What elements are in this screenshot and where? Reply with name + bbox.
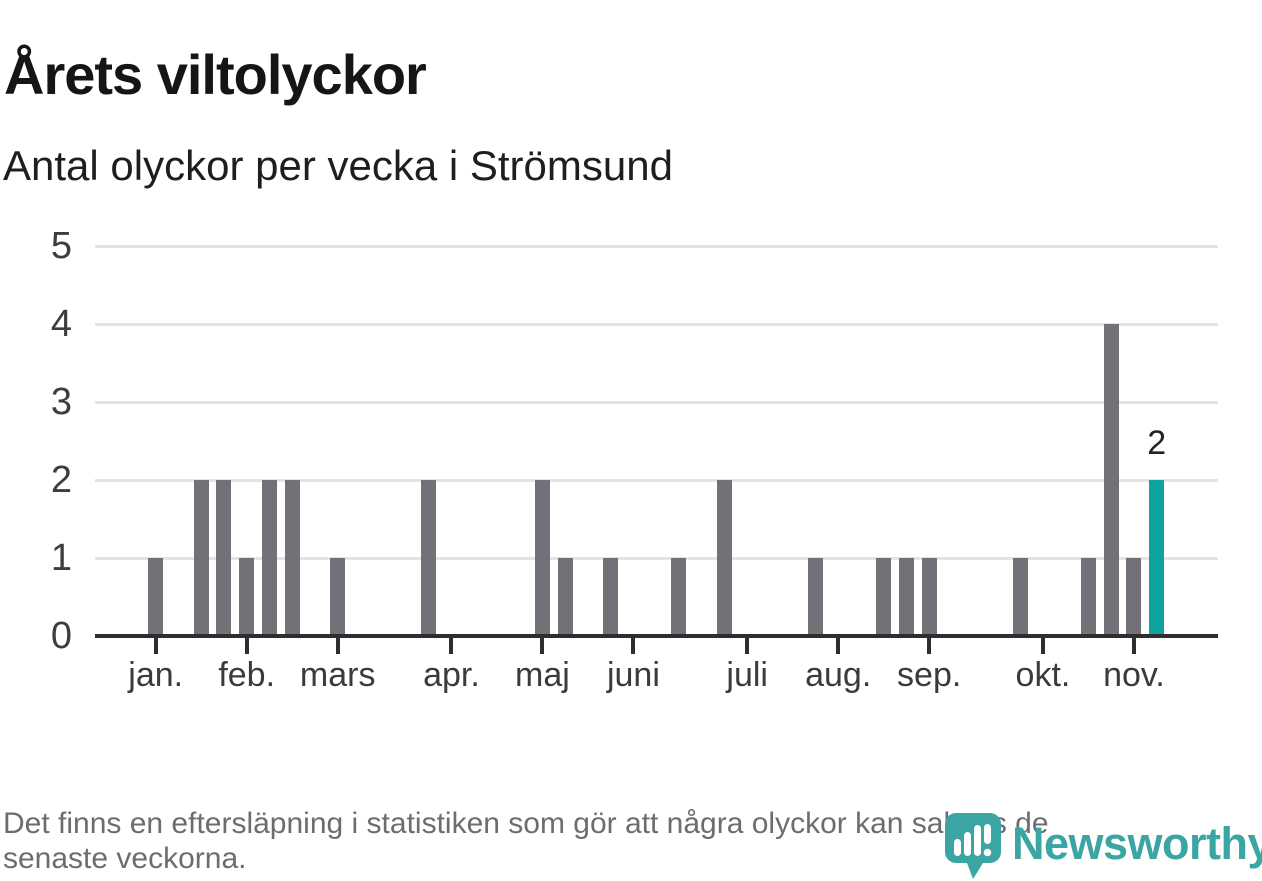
x-axis-label-mars: mars xyxy=(299,656,376,694)
x-axis-label-feb: feb. xyxy=(218,656,276,694)
x-axis-label-maj: maj xyxy=(515,656,570,694)
x-axis-label-sep: sep. xyxy=(897,656,962,694)
y-axis-label-0: 0 xyxy=(50,615,72,657)
gridline-y3 xyxy=(95,401,1218,404)
x-tick-okt xyxy=(1040,638,1045,654)
x-tick-jan xyxy=(153,638,158,654)
bar-week-9 xyxy=(330,558,346,636)
x-axis-label-apr: apr. xyxy=(423,656,480,694)
bar-week-5 xyxy=(239,558,255,636)
x-tick-aug xyxy=(836,638,841,654)
x-tick-sep xyxy=(927,638,932,654)
x-axis-line xyxy=(95,634,1218,638)
brand-name: Newsworthy xyxy=(1012,818,1262,869)
bar-week-26 xyxy=(716,480,732,636)
bar-week-34 xyxy=(898,558,914,636)
bar-week-7 xyxy=(284,480,300,636)
x-tick-juni xyxy=(631,638,636,654)
x-axis-label-juli: juli xyxy=(726,656,768,694)
gridline-y4 xyxy=(95,323,1218,326)
bar-week-4 xyxy=(216,480,232,636)
x-tick-juli xyxy=(745,638,750,654)
x-axis-label-aug: aug. xyxy=(805,656,872,694)
x-tick-maj xyxy=(540,638,545,654)
bar-week-39 xyxy=(1012,558,1028,636)
y-axis-label-4: 4 xyxy=(50,303,72,345)
bar-chart: jan. feb. mars apr. maj juni juli aug. sep. okt. n… xyxy=(50,225,1218,694)
bar-week-6 xyxy=(261,480,277,636)
footnote-line: Det finns en eftersläpning i statistiken… xyxy=(3,807,1049,840)
newsworthy-pin-barchart-icon xyxy=(945,813,1001,879)
bar-week-13 xyxy=(421,480,437,636)
x-tick-mars xyxy=(335,638,340,654)
x-tick-nov xyxy=(1131,638,1136,654)
x-axis-label-jan: jan. xyxy=(128,656,184,694)
bar-week-33 xyxy=(876,558,892,636)
highlight-value-label: 2 xyxy=(1147,424,1167,462)
bar-week-42 xyxy=(1080,558,1096,636)
chart-subtitle: Antal olyckor per vecka i Strömsund xyxy=(3,142,673,189)
bar-week-45 xyxy=(1149,480,1165,636)
gridline-y2 xyxy=(95,479,1218,482)
x-axis-label-okt: okt. xyxy=(1015,656,1071,694)
bar-week-21 xyxy=(603,558,619,636)
x-tick-feb xyxy=(244,638,249,654)
chart-title: Årets viltolyckor xyxy=(4,42,427,106)
newsworthy-logo: Newsworthy xyxy=(945,810,1262,881)
x-axis-label-juni: juni xyxy=(606,656,660,694)
y-axis-label-1: 1 xyxy=(50,537,72,579)
y-axis-label-5: 5 xyxy=(50,225,72,267)
bar-week-30 xyxy=(807,558,823,636)
bar-week-1 xyxy=(148,558,164,636)
gridline-y5 xyxy=(95,245,1218,248)
gridline-y1 xyxy=(95,557,1218,560)
footnote: Det finns en eftersläpning i statistiken… xyxy=(3,806,1049,876)
bar-week-3 xyxy=(193,480,209,636)
bar-week-44 xyxy=(1126,558,1142,636)
y-axis-label-2: 2 xyxy=(50,459,72,501)
y-axis-label-3: 3 xyxy=(50,381,72,423)
footnote-line: senaste veckorna. xyxy=(3,842,247,875)
x-tick-apr xyxy=(449,638,454,654)
bar-week-24 xyxy=(671,558,687,636)
bar-week-18 xyxy=(534,480,550,636)
x-axis-label-nov: nov. xyxy=(1103,656,1165,694)
plot-area: jan. feb. mars apr. maj juni juli aug. sep. okt. n… xyxy=(95,245,1218,694)
bar-week-43 xyxy=(1103,324,1119,636)
bar-week-19 xyxy=(557,558,573,636)
bar-week-35 xyxy=(921,558,937,636)
